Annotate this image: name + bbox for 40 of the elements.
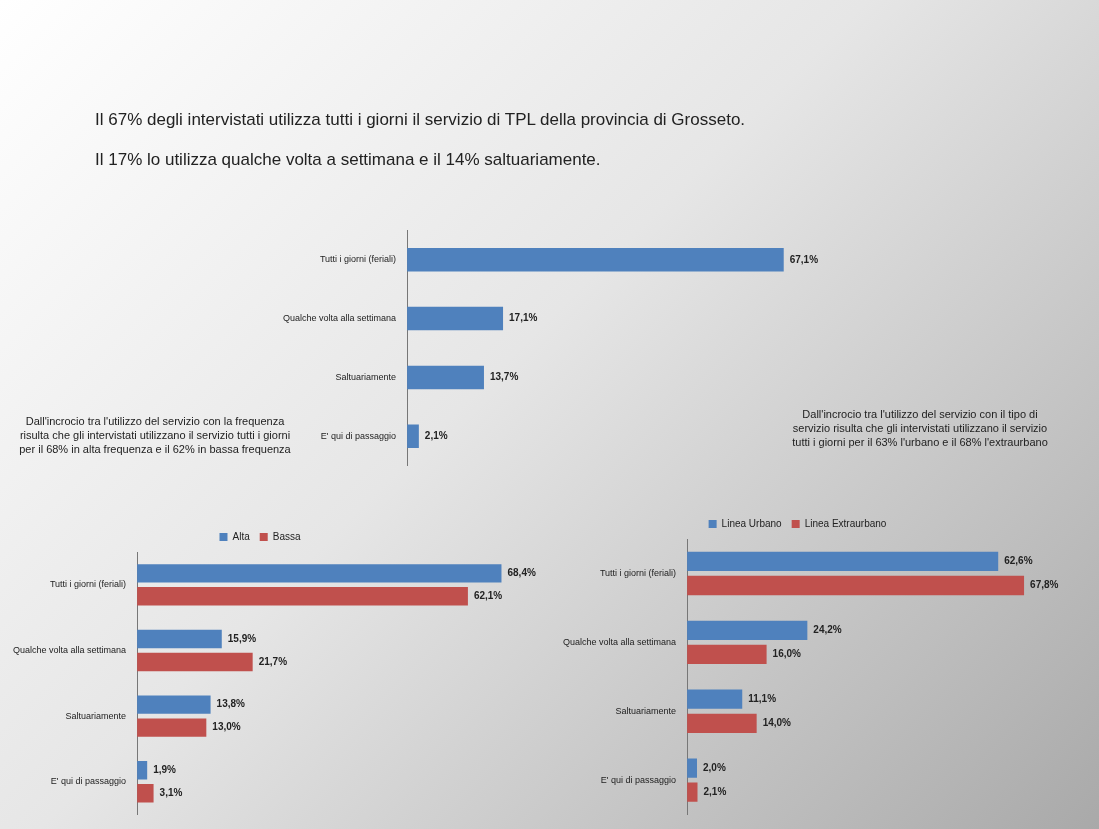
legend-label: Linea Extraurbano (804, 517, 887, 529)
y-tick-label: Tutti i giorni (feriali) (49, 579, 127, 590)
data-label: 2,1% (703, 785, 727, 797)
y-tick-label: E' qui di passaggio (50, 776, 127, 787)
legend-label: Alta (232, 530, 251, 542)
y-tick-label: Saltuariamente (65, 710, 127, 721)
data-label: 1,9% (153, 764, 177, 776)
data-label: 16,0% (772, 648, 802, 660)
y-tick-label: Qualche volta alla settimana (13, 644, 127, 655)
data-label: 2,0% (703, 761, 726, 773)
y-tick-label: Tutti i giorni (feriali) (599, 567, 677, 578)
y-tick-label: Tutti i giorni (feriali) (319, 254, 397, 265)
legend-label: Bassa (272, 530, 301, 542)
data-label: 68,4% (507, 567, 536, 579)
data-label: 17,1% (509, 312, 538, 324)
data-label: 13,0% (212, 721, 241, 733)
data-label: 13,8% (216, 698, 246, 710)
y-tick-label: Saltuariamente (335, 371, 397, 382)
data-label: 21,7% (258, 655, 288, 667)
y-tick-label: Qualche volta alla settimana (283, 313, 397, 324)
text: Dall'incrocio tra l'utilizzo del servizio con il tipo di servizio risulta che gli intervistati utilizzano il servizio tutti i giorni per il 63% l'urbano e il 68% l'extraurbano (791, 407, 1049, 449)
chart-title: Il 67% degli intervistati utilizza tutti i giorni il servizio di TPL della provincia di Grosseto. (95, 110, 747, 130)
y-tick-label: Saltuariamente (615, 705, 677, 716)
data-label: 15,9% (227, 632, 257, 644)
legend-label: Linea Urbano (721, 517, 783, 529)
data-label: 14,0% (762, 717, 792, 729)
data-label: 13,7% (489, 371, 519, 383)
data-label: 2,1% (424, 429, 448, 441)
y-tick-label: E' qui di passaggio (600, 774, 677, 785)
y-tick-label: Qualche volta alla settimana (563, 636, 677, 647)
data-label: 11,1% (748, 692, 777, 704)
data-label: 62,6% (1004, 555, 1033, 567)
y-tick-label: E' qui di passaggio (320, 430, 397, 441)
data-label: 3,1% (159, 787, 183, 799)
data-label: 67,8% (1030, 579, 1059, 591)
data-label: 67,1% (789, 253, 819, 265)
chart-subtitle: Il 17% lo utilizza qualche volta a settimana e il 14% saltuariamente. (95, 150, 602, 170)
data-label: 62,1% (473, 590, 503, 602)
data-label: 24,2% (813, 624, 842, 636)
text: Dall'incrocio tra l'utilizzo del servizio con la frequenza risulta che gli intervistati utilizzano il servizio tutti i giorni per il 68% in alta frequenza e il 62% in bassa frequenza (18, 414, 292, 456)
